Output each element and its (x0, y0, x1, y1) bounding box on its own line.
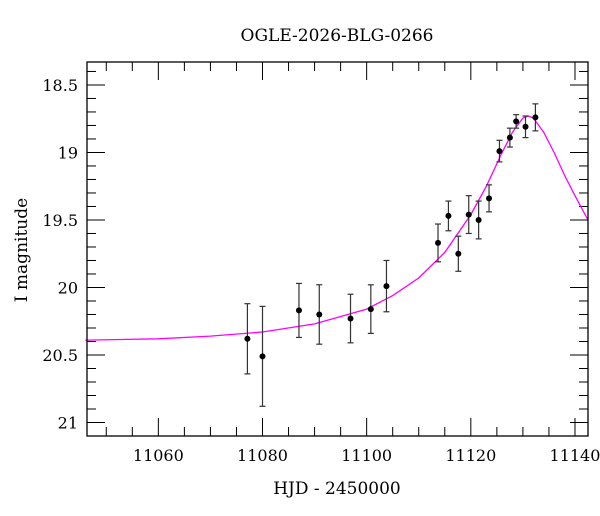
point-marker (435, 239, 442, 246)
data-point (435, 223, 442, 263)
x-tick-label: 11120 (445, 446, 496, 465)
point-marker (316, 311, 323, 318)
point-marker (383, 283, 390, 290)
point-marker (513, 118, 520, 125)
model-curve (85, 115, 589, 341)
data-point (316, 284, 323, 345)
point-marker (532, 114, 539, 121)
data-point (347, 293, 354, 344)
point-marker (486, 195, 493, 202)
x-tick-label: 11100 (341, 446, 392, 465)
y-tick-label: 19 (58, 143, 78, 162)
data-point (295, 282, 302, 339)
point-marker (506, 134, 513, 141)
y-tick-label: 20 (58, 278, 78, 297)
plot-frame (86, 61, 589, 437)
data-point (522, 115, 529, 139)
data-point (445, 200, 452, 232)
point-marker (295, 307, 302, 314)
data-point (244, 303, 251, 375)
data-point (486, 184, 493, 213)
y-tick-label: 18.5 (42, 76, 78, 95)
y-axis-label: I magnitude (12, 198, 32, 302)
point-marker (455, 250, 462, 257)
point-marker (347, 315, 354, 322)
point-marker (496, 148, 503, 155)
x-axis-label: HJD - 2450000 (273, 479, 401, 499)
data-point (506, 127, 513, 148)
chart-title: OGLE-2026-BLG-0266 (241, 26, 434, 46)
point-marker (475, 216, 482, 223)
point-marker (522, 123, 529, 130)
y-tick-label: 21 (58, 413, 78, 432)
data-point (465, 195, 472, 235)
data-point (532, 103, 539, 132)
data-point (513, 114, 520, 129)
point-marker (367, 306, 374, 313)
point-marker (465, 211, 472, 218)
y-tick-label: 20.5 (42, 346, 78, 365)
x-tick-label: 11140 (550, 446, 600, 465)
y-tick-label: 19.5 (42, 211, 78, 230)
data-point (475, 200, 482, 240)
data-point (383, 259, 390, 313)
data-point (259, 305, 266, 407)
point-marker (259, 353, 266, 360)
point-marker (244, 335, 251, 342)
data-point (367, 284, 374, 334)
x-tick-label: 11060 (133, 446, 184, 465)
data-point (496, 139, 503, 163)
x-tick-label: 11080 (237, 446, 288, 465)
data-point (455, 235, 462, 272)
point-marker (445, 212, 452, 219)
